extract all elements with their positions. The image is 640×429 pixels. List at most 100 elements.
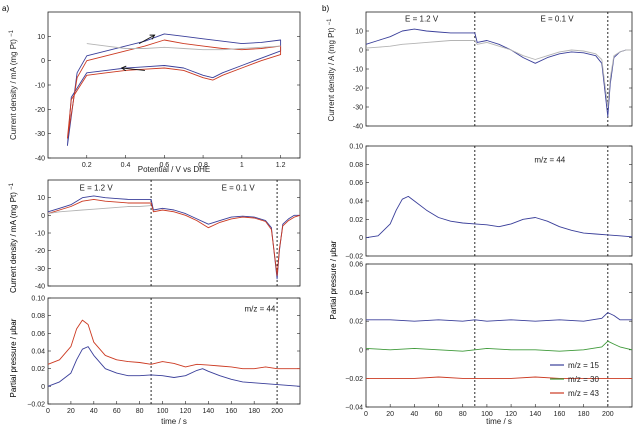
y-tick-label: 0: [41, 213, 45, 220]
x-tick-label: 160: [554, 411, 566, 418]
y-tick-label: 0.04: [31, 349, 45, 356]
b-ylabel-pressure: Partial pressure / μbar: [329, 240, 338, 319]
y-tick-label: 0.08: [349, 162, 363, 169]
annotation-text: E = 0.1 V: [540, 15, 574, 24]
y-tick-label: 0.04: [349, 199, 363, 206]
x-tick-label: 0: [46, 408, 50, 415]
y-axis-label: Current density / mA (mg Pt) −1: [9, 29, 18, 140]
y-tick-label: 0.04: [349, 290, 363, 297]
y-tick-label: -20: [35, 107, 45, 114]
chart-b1: -40 -30 -20 -10 0 10 E = 1.2 V E = 0.1 V Current…: [327, 11, 633, 131]
a-ylabel-pressure: Partial pressure / μbar: [9, 318, 18, 397]
y-tick-label: -40: [35, 156, 45, 163]
x-tick-label: 0.8: [198, 162, 208, 169]
annotation-text: E = 1.2 V: [405, 15, 439, 24]
x-tick-label: 40: [90, 408, 98, 415]
series-gray: [47, 205, 152, 215]
series-red: [47, 319, 300, 370]
plot-frame: [47, 297, 301, 405]
y-tick-label: 0.06: [31, 331, 45, 338]
x-tick-label: 100: [481, 411, 493, 418]
y-tick-label: 0.10: [349, 144, 363, 151]
arrow-head: [149, 34, 156, 40]
arrow-head: [120, 65, 127, 72]
x-tick-label: 0.2: [82, 162, 92, 169]
x-tick-label: 140: [203, 408, 215, 415]
x-tick-label: 20: [386, 411, 394, 418]
y-tick-label: 0.02: [349, 217, 363, 224]
y-tick-label: -10: [353, 67, 363, 74]
y-axis-label: Current density / A (mg Pt) −1: [327, 18, 336, 122]
legend-label: m/z = 15: [568, 361, 599, 370]
x-tick-label: 0.4: [121, 162, 131, 169]
y-tick-label: -20: [353, 86, 363, 93]
y-tick-label: 0.02: [349, 319, 363, 326]
y-tick-label: -10: [35, 231, 45, 238]
series-red: [47, 198, 301, 276]
x-tick-label: 100: [157, 408, 169, 415]
y-tick-label: -40: [35, 284, 45, 291]
annotation-text: E = 1.2 V: [80, 184, 114, 193]
x-tick-label: 60: [435, 411, 443, 418]
y-tick-label: 0: [359, 48, 363, 55]
chart-a1: -40 -30 -20 -10 0 10 0.2 0.4 0.6 0.8 1 1.2 Potential…: [9, 11, 301, 174]
y-tick-label: 10: [355, 29, 363, 36]
y-tick-label: 0.08: [31, 313, 45, 320]
y-tick-label: −0.02: [27, 402, 45, 409]
y-tick-label: 10: [37, 195, 45, 202]
series-blue: [66, 33, 282, 146]
series-blue: [365, 28, 632, 117]
x-tick-label: 1.2: [276, 162, 286, 169]
y-tick-label: −0.02: [345, 254, 363, 261]
y-tick-label: -30: [353, 105, 363, 112]
legend-label: m/z = 43: [568, 389, 599, 398]
y-tick-label: 0.06: [349, 262, 363, 269]
x-tick-label: 200: [602, 411, 614, 418]
x-tick-label: 180: [578, 411, 590, 418]
y-tick-label: −0.04: [345, 405, 363, 412]
y-tick-label: 0.06: [349, 180, 363, 187]
series-m-z-15: [366, 312, 632, 322]
chart-b2: −0.02 0 0.02 0.04 0.06 0.08 0.10 m/z = 44: [345, 144, 633, 261]
x-tick-label: 80: [136, 408, 144, 415]
y-tick-label: -10: [35, 83, 45, 90]
x-tick-label: 20: [67, 408, 75, 415]
chart-a2: -40 -30 -20 -10 0 10 E = 1.2 V E = 0.1 V: [35, 179, 301, 291]
x-tick-label: 120: [180, 408, 192, 415]
plot-frame: [365, 263, 633, 408]
x-axis-label: Potential / V vs DHE: [138, 165, 210, 174]
y-tick-label: -20: [35, 248, 45, 255]
y-tick-label: -40: [353, 124, 363, 131]
plot-frame: [47, 11, 301, 159]
plot-frame: [365, 145, 633, 257]
x-tick-label: 160: [225, 408, 237, 415]
plot-frame: [47, 179, 301, 287]
series-blue: [47, 195, 300, 280]
series-m-z-30: [365, 340, 633, 352]
x-tick-label: 0.6: [159, 162, 169, 169]
series-m-z-43: [366, 376, 632, 379]
x-tick-label: 120: [505, 411, 517, 418]
series-gray: [365, 40, 632, 108]
panel-b-label: b): [322, 4, 329, 13]
panel-a-label: a): [2, 4, 9, 13]
direction-arrow: [138, 34, 155, 45]
x-tick-label: 140: [529, 411, 541, 418]
y-tick-label: 0: [359, 347, 363, 354]
direction-arrow: [121, 67, 145, 71]
annotation-text: m/z = 44: [244, 304, 275, 313]
chart-b3: −0.04 −0.02 0 0.02 0.04 0.06 0 20 40 60 80 100 120 14…: [345, 262, 633, 426]
legend-label: m/z = 30: [568, 375, 599, 384]
plot-frame: [365, 11, 633, 127]
x-tick-label: 40: [410, 411, 418, 418]
y-tick-label: −0.02: [345, 376, 363, 383]
annotation-text: m/z = 44: [534, 156, 565, 165]
x-axis-label: time / s: [486, 417, 512, 426]
y-tick-label: 0: [41, 58, 45, 65]
annotation-text: E = 0.1 V: [222, 184, 256, 193]
y-tick-label: 10: [37, 34, 45, 41]
x-tick-label: 180: [248, 408, 260, 415]
y-tick-label: 0: [359, 235, 363, 242]
